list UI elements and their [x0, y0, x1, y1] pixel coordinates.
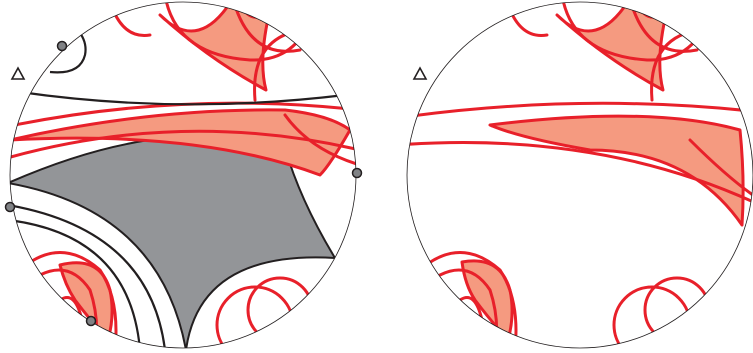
boundary-point-right — [351, 167, 363, 179]
black-horocycle-small — [49, 9, 87, 74]
band-arc-upper-right — [407, 101, 753, 120]
right-disk-boundary — [406, 1, 753, 349]
black-arc-lower-2 — [10, 218, 142, 348]
triangle-marker-right — [412, 66, 428, 80]
right-disk-panel — [406, 1, 753, 349]
br-circle-2-right — [643, 276, 711, 344]
horizontal-shaded-band-right — [488, 114, 745, 227]
top-shaded-cusp-right — [555, 2, 669, 92]
black-geodesic-top — [19, 90, 346, 106]
boundary-point-bottom — [85, 315, 97, 327]
bl-arc-1-right — [418, 251, 518, 348]
black-arc-lower-1 — [10, 203, 167, 348]
bl-arc-1 — [18, 251, 118, 348]
top-arc-2-right — [503, 2, 549, 37]
triangle-marker-left — [10, 66, 26, 80]
boundary-point-left — [4, 201, 16, 213]
band-arc-right-side — [688, 138, 753, 202]
left-disk-panel — [4, 1, 363, 349]
bl-arc-4 — [53, 315, 72, 327]
br-circle-2 — [246, 276, 314, 344]
bl-arc-4-right — [453, 315, 472, 327]
gray-shaded-region — [10, 134, 336, 348]
top-arc-2 — [106, 2, 152, 37]
br-circle-1-right — [612, 285, 692, 348]
band-arc-right — [283, 113, 356, 167]
br-circle-1 — [215, 285, 295, 348]
top-shaded-cusp — [158, 2, 272, 92]
boundary-point-top-left — [56, 40, 68, 52]
band-arc-lower-right — [407, 141, 753, 207]
